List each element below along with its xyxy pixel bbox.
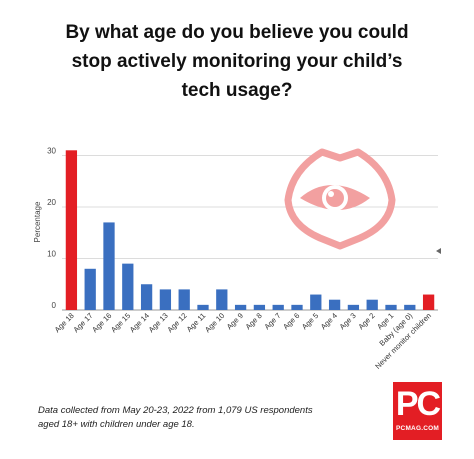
x-tick-label: Age 7 <box>262 311 282 331</box>
y-tick-label: 30 <box>47 146 56 155</box>
x-tick-label: Age 6 <box>281 311 301 331</box>
y-tick-label: 20 <box>47 198 56 207</box>
bar <box>310 294 322 310</box>
footnote-line-2: aged 18+ with children under age 18. <box>38 419 195 430</box>
bar <box>140 284 153 310</box>
x-tick-label: Age 14 <box>128 311 151 334</box>
title-line-2: stop actively monitoring your child’s <box>71 51 403 72</box>
bar <box>178 289 190 310</box>
x-tick-label: Age 4 <box>319 311 339 331</box>
bar <box>216 289 228 310</box>
bar <box>347 304 360 310</box>
bar <box>197 304 209 310</box>
bar <box>84 268 96 310</box>
x-tick-label: Age 8 <box>244 311 264 331</box>
chart-title: By what age do you believe you could sto… <box>30 18 444 105</box>
bar <box>234 304 247 310</box>
footnote: Data collected from May 20-23, 2022 from… <box>38 404 358 432</box>
logo-sub: PCMAG.COM <box>396 425 439 432</box>
x-tick-label: Age 11 <box>185 311 208 334</box>
bar <box>159 289 172 310</box>
x-tick-label: Age 15 <box>109 311 132 334</box>
x-tick-label: Age 5 <box>300 311 320 331</box>
x-tick-label: Age 12 <box>165 311 188 334</box>
bar <box>253 304 266 310</box>
logo-mark: PC <box>395 385 441 423</box>
x-tick-label: Age 2 <box>356 311 376 331</box>
bar <box>366 299 378 310</box>
bar <box>122 263 134 310</box>
title-line-1: By what age do you believe you could <box>65 22 409 43</box>
bar <box>422 294 435 310</box>
x-tick-label: Age 13 <box>147 311 170 334</box>
bar <box>385 304 397 310</box>
y-tick-label: 10 <box>47 249 56 258</box>
x-tick-label: Age 16 <box>90 311 113 334</box>
shield-eye-icon <box>284 148 396 250</box>
y-tick-label: 0 <box>52 301 57 310</box>
bar <box>272 304 284 310</box>
x-tick-label: Age 18 <box>53 311 76 334</box>
bar <box>404 304 416 310</box>
x-tick-label: Age 17 <box>71 311 94 334</box>
bar <box>328 299 341 310</box>
pcmag-logo: PC PCMAG.COM <box>393 382 442 440</box>
title-line-3: tech usage? <box>181 80 293 101</box>
x-tick-label: Age 10 <box>203 311 226 334</box>
bar <box>103 222 115 310</box>
x-tick-label: Age 9 <box>225 311 245 331</box>
scroll-marker-icon <box>436 248 441 254</box>
bar <box>65 150 78 310</box>
x-tick-label: Age 3 <box>338 311 358 331</box>
footnote-line-1: Data collected from May 20-23, 2022 from… <box>38 405 313 416</box>
y-axis-label: Percentage <box>33 201 42 242</box>
bar <box>291 304 303 310</box>
